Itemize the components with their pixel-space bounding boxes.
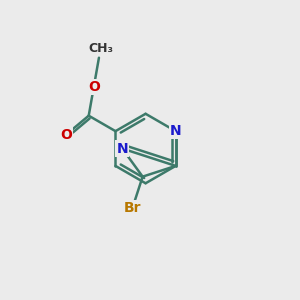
Text: CH₃: CH₃: [88, 42, 113, 55]
Text: N: N: [170, 124, 182, 138]
Text: Br: Br: [124, 201, 141, 215]
Text: O: O: [88, 80, 100, 94]
Text: O: O: [60, 128, 72, 142]
Text: N: N: [116, 142, 128, 155]
